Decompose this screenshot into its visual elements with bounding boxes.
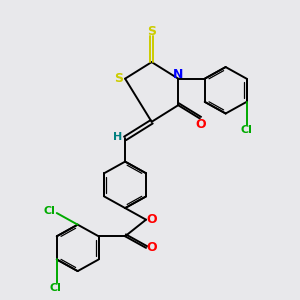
Text: O: O <box>147 242 157 254</box>
Text: H: H <box>113 132 122 142</box>
Text: N: N <box>173 68 183 80</box>
Text: Cl: Cl <box>44 206 56 216</box>
Text: S: S <box>147 25 156 38</box>
Text: Cl: Cl <box>49 283 61 293</box>
Text: O: O <box>147 213 157 226</box>
Text: Cl: Cl <box>241 125 253 135</box>
Text: O: O <box>195 118 206 131</box>
Text: S: S <box>114 72 123 85</box>
